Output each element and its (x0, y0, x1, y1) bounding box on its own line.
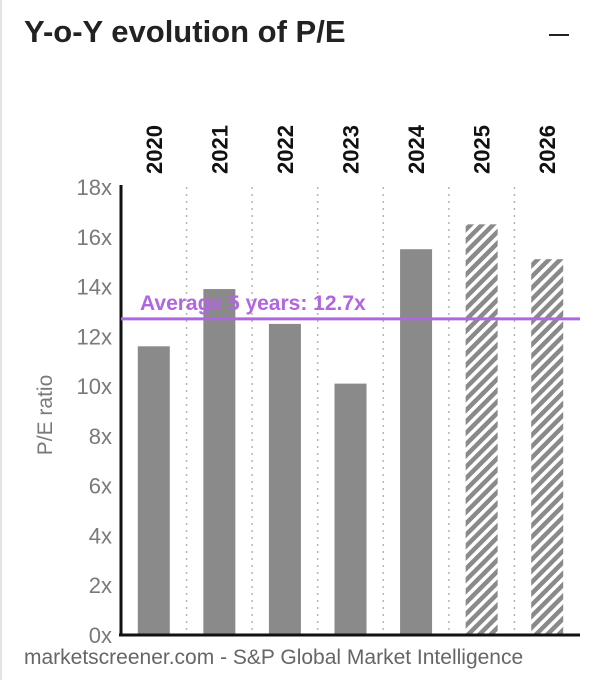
y-tick-label: 12x (77, 324, 112, 349)
source-credit: marketscreener.com - S&P Global Market I… (24, 646, 580, 674)
bar-2023 (334, 383, 367, 635)
bar-2025 (465, 224, 498, 636)
y-tick-label: 14x (77, 275, 112, 300)
y-tick-label: 10x (77, 374, 112, 399)
average-label: Average 5 years: 12.7x (140, 292, 366, 315)
widget-title: Y-o-Y evolution of P/E (24, 14, 346, 49)
bars (137, 224, 564, 636)
y-tick-label: 6x (89, 474, 112, 499)
x-tick-label: 2026 (535, 125, 560, 174)
y-tick-label: 8x (89, 424, 112, 449)
bar-2024 (400, 249, 433, 635)
average-overlay: Average 5 years: 12.7x (121, 292, 580, 321)
source-credit-text: marketscreener.com - S&P Global Market I… (24, 646, 524, 669)
y-tick-label: 2x (89, 573, 112, 598)
bar-2021 (203, 289, 236, 635)
axes (119, 185, 580, 637)
minimize-button[interactable] (546, 18, 572, 48)
x-tick-label: 2023 (339, 125, 364, 174)
bar-2020 (137, 346, 170, 635)
x-tick-label: 2020 (142, 125, 167, 174)
y-axis-title: P/E ratio (34, 375, 57, 456)
y-tick-label: 4x (89, 523, 112, 548)
y-tick-label: 0x (89, 623, 112, 648)
y-tick-label: 18x (77, 175, 112, 200)
grid-lines (185, 187, 516, 635)
bar-2026 (531, 259, 564, 635)
x-tick-label: 2025 (470, 125, 495, 174)
labels: 0x 2x 4x 6x 8x 10x 12x 14x 16x 18x P/E ratio 2020 20… (34, 124, 560, 648)
bar-2022 (268, 323, 301, 635)
x-tick-label: 2024 (404, 124, 429, 174)
x-tick-label: 2022 (273, 125, 298, 174)
x-tick-label: 2021 (207, 125, 232, 174)
y-tick-label: 16x (77, 225, 112, 250)
